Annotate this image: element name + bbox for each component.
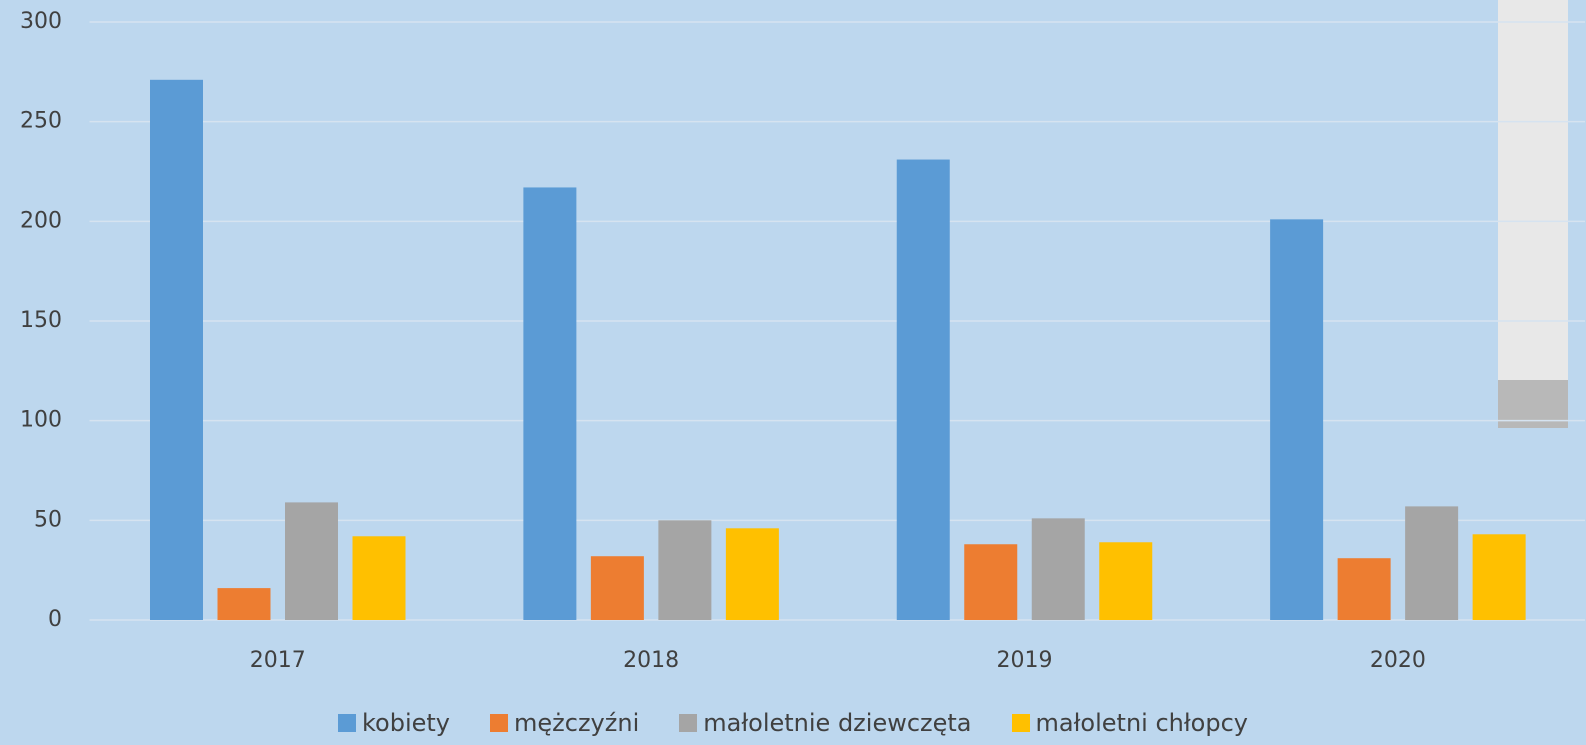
page: 0 50 100 150 200 250 300 2017 2018 2019 2020 kobie… [0,0,1586,745]
y-tick-label: 200 [20,208,62,233]
bar [658,520,711,620]
x-tick-label: 2018 [623,648,679,673]
bar [1270,219,1323,620]
legend-swatch [1012,714,1030,732]
chart: 0 50 100 150 200 250 300 2017 2018 2019 2020 [0,0,1586,705]
legend-item: małoletni chłopcy [1012,709,1248,737]
legend-swatch [490,714,508,732]
legend-label: małoletnie dziewczęta [703,709,971,737]
bar [1338,558,1391,620]
y-tick-label: 150 [20,308,62,333]
bar [285,502,338,620]
y-tick-label: 250 [20,109,62,134]
y-tick-label: 50 [34,507,62,532]
x-tick-label: 2019 [997,648,1053,673]
legend-swatch [679,714,697,732]
bar [726,528,779,620]
bar [150,80,203,620]
legend-label: mężczyźni [514,709,639,737]
bar [353,536,406,620]
bar [1032,518,1085,620]
legend: kobiety mężczyźni małoletnie dziewczęta mał… [0,706,1586,740]
legend-label: kobiety [362,709,450,737]
bar [964,544,1017,620]
legend-label: małoletni chłopcy [1036,709,1248,737]
y-tick-label: 300 [20,9,62,34]
x-tick-label: 2017 [250,648,306,673]
legend-item: małoletnie dziewczęta [679,709,971,737]
bar [523,187,576,620]
bar [1405,506,1458,620]
legend-item: mężczyźni [490,709,639,737]
bar [1473,534,1526,620]
bar [897,160,950,620]
y-tick-label: 0 [48,607,62,632]
legend-swatch [338,714,356,732]
photo-fragment [1498,0,1568,428]
bar [1099,542,1152,620]
y-tick-label: 100 [20,408,62,433]
legend-item: kobiety [338,709,450,737]
bar [218,588,271,620]
bar [591,556,644,620]
x-tick-label: 2020 [1370,648,1426,673]
